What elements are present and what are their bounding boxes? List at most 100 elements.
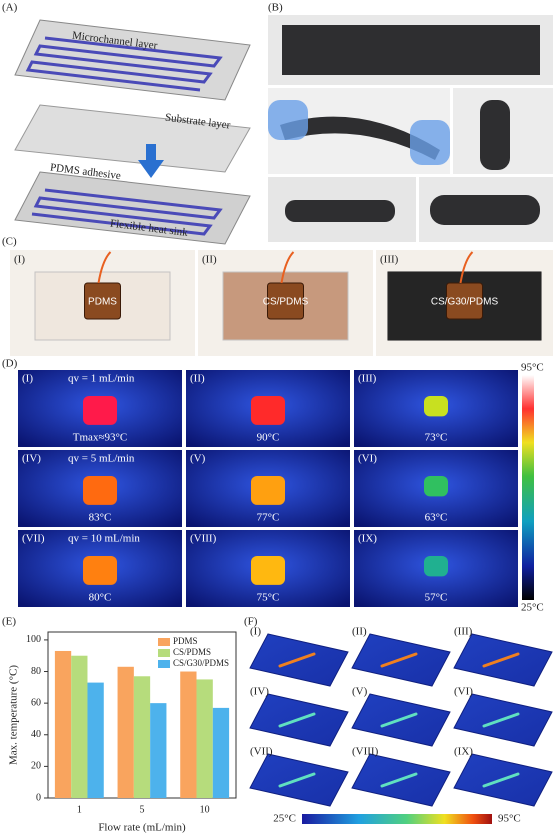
panel-label: (A) [2,2,18,14]
hot-spot [83,396,117,425]
glove [410,120,450,165]
roman-label: (III) [454,626,473,638]
roman-label: (VIII) [190,533,217,545]
panel-label: (B) [268,2,283,14]
bar-chart: 0 20 40 60 80 100 Max. temperature (°C) Flow ra… [8,631,237,834]
roman-label: (II) [352,626,367,638]
roman-label: (II) [202,254,217,266]
panel-label: (F) [244,616,258,628]
legend-label: PDMS [173,636,198,646]
y-tick-label: 20 [31,761,41,772]
bar [87,682,104,798]
hot-spot [251,556,285,585]
heater [446,282,483,320]
temperature-label: 90°C [257,432,280,444]
panel-label: (E) [2,616,16,628]
sample-name: CS/PDMS [263,297,309,308]
colorbar [302,814,492,824]
temperature-label: Tmax≈93°C [73,432,127,444]
temperature-label: 63°C [425,512,448,524]
thermal-images: (I) qv = 1 mL/min Tmax≈93°C (II) 90°C (III) 73… [18,370,518,607]
device-photos: (I) PDMS (II) CS/PDMS (III) CS/G30/PDMS [10,250,553,356]
temperature-label: 80°C [89,592,112,604]
temperature-label: 57°C [425,592,448,604]
photos [268,15,553,242]
roman-label: (III) [380,254,399,266]
roman-label: (V) [190,453,206,465]
y-tick-label: 0 [36,792,41,803]
y-tick-label: 40 [31,729,41,740]
channel [25,36,223,92]
hot-channel [482,772,520,788]
roman-label: (III) [358,373,377,385]
temperature-label: 75°C [257,592,280,604]
hot-spot [424,556,448,577]
colorbar [522,375,534,600]
roman-label: (IV) [250,686,269,698]
x-tick-label: 10 [200,804,210,815]
hot-channel [482,712,520,728]
y-axis-title: Max. temperature (°C) [8,665,20,765]
temperature-label: 77°C [257,512,280,524]
simulation-images: (I) (II) (III) (IV) (V) (VI) (VII) (VIII) (IX) [249,626,553,807]
roman-label: (IX) [358,533,377,545]
bar [133,676,151,798]
heater [267,282,304,320]
bar [71,655,88,798]
y-tick-label: 100 [26,634,41,645]
colorbar-label: 25°C [521,602,544,614]
roman-label: (I) [22,373,33,385]
wire [97,251,112,284]
heater [84,282,121,320]
flow-label: qv = 1 mL/min [68,373,135,385]
substrate-plate [14,104,251,173]
flow-label: qv = 10 mL/min [68,533,140,545]
legend-label: CS/PDMS [173,647,211,657]
sample [430,195,540,225]
hot-spot [424,476,448,497]
hot-channel [380,712,418,728]
channel [31,188,223,236]
roman-label: (I) [14,254,25,266]
wire [280,251,295,284]
bar [117,666,134,798]
roman-label: (VII) [250,746,273,758]
x-axis-title: Flow rate (mL/min) [98,822,186,834]
hot-channel [278,652,316,668]
hot-spot [251,476,285,505]
roman-label: (VI) [454,686,473,698]
arrow [138,144,164,178]
panel-label: (C) [2,236,17,248]
hot-spot [424,396,448,417]
roman-label: (IX) [454,746,473,758]
legend-swatch [158,638,170,646]
colorbar-label: 95°C [521,362,544,374]
roman-label: (II) [190,373,205,385]
colorbar-label: 95°C [498,813,521,825]
roman-label: (VII) [22,533,45,545]
hot-channel [278,772,316,788]
layer-diagram [14,19,251,245]
hot-spot [83,476,117,505]
glove [268,100,308,140]
roman-label: (I) [250,626,261,638]
hot-channel [380,772,418,788]
legend-label: CS/G30/PDMS [173,658,229,668]
microchannel-plate [14,19,251,101]
bar [196,679,213,798]
colorbar-label: 25°C [273,813,296,825]
bar [180,671,197,798]
bar [54,650,72,798]
sample [285,200,395,222]
roman-label: (V) [352,686,368,698]
legend-swatch [158,660,170,668]
sample-name: CS/G30/PDMS [431,297,499,308]
x-tick-label: 5 [140,804,145,815]
flow-label: qv = 5 mL/min [68,453,135,465]
sample-name: PDMS [88,297,117,308]
sample [280,116,440,160]
roman-label: (VIII) [352,746,379,758]
roman-label: (VI) [358,453,377,465]
roman-label: (IV) [22,453,41,465]
